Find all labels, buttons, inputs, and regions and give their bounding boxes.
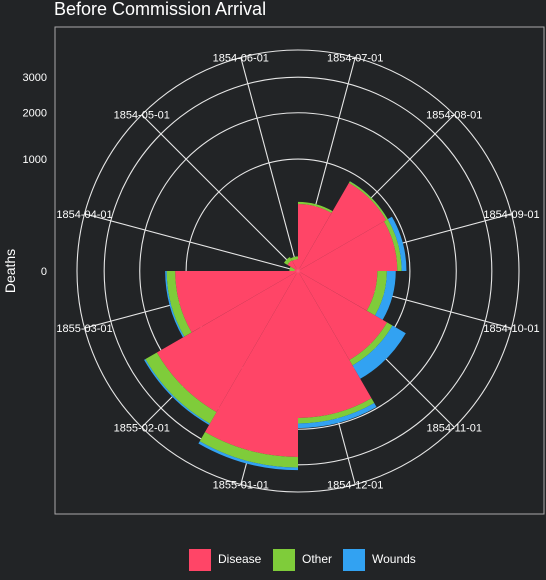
- wedge-other-1854-07-01: [298, 201, 333, 213]
- rose-chart: 1854-07-01 1854-08-01 1854-09-01 1854-10-01…: [2, 26, 545, 515]
- category-label: 1854-10-01: [483, 323, 539, 335]
- wedge-disease-1854-08-01: [298, 182, 387, 271]
- category-label: 1854-08-01: [426, 110, 482, 122]
- grid-spoke: [141, 114, 299, 272]
- wedge-other-1855-02-01: [145, 352, 217, 424]
- wedge-other-1854-06-01: [290, 256, 298, 261]
- grid-spoke: [84, 213, 299, 272]
- wedge-wounds-1854-09-01: [387, 216, 407, 271]
- wedge-disease-1855-02-01: [156, 271, 298, 413]
- category-label: 1855-02-01: [114, 422, 170, 434]
- wedge-other-1854-11-01: [349, 322, 393, 366]
- wedge-disease-1854-10-01: [298, 271, 378, 311]
- wedge-other-1855-01-01: [199, 432, 298, 468]
- legend-swatch-other: [273, 549, 295, 571]
- radial-tick-label: 3000: [23, 72, 47, 84]
- legend-label-wounds: Wounds: [372, 552, 416, 566]
- wedge-wounds-1854-12-01: [298, 403, 377, 429]
- wedge-disease-1854-11-01: [298, 271, 388, 361]
- category-label: 1854-11-01: [427, 422, 482, 434]
- wedge-other-1854-08-01: [348, 181, 388, 221]
- y-axis-title: Deaths: [2, 249, 18, 293]
- category-label: 1854-05-01: [114, 110, 170, 122]
- radial-tick-label: 1000: [23, 154, 47, 166]
- legend-swatch-disease: [189, 549, 211, 571]
- legend-swatch-wounds: [343, 549, 365, 571]
- category-label: 1854-04-01: [56, 209, 112, 221]
- wedge-wounds-1854-10-01: [374, 271, 396, 320]
- grid-spoke: [240, 57, 299, 272]
- grid-circle-outer: [76, 49, 520, 493]
- radial-tick-label: 0: [41, 266, 47, 278]
- wedge-disease-1854-06-01: [292, 259, 298, 271]
- legend-label-disease: Disease: [218, 552, 262, 566]
- wedge-other-1854-04-01: [289, 266, 295, 271]
- wedge-disease-1854-05-01: [287, 260, 298, 271]
- radial-tick-label: 2000: [23, 108, 47, 120]
- wedge-other-1854-12-01: [298, 398, 375, 424]
- wedge-disease-1854-04-01: [294, 269, 298, 271]
- category-label: 1854-06-01: [213, 53, 269, 65]
- category-label: 1855-01-01: [213, 479, 269, 491]
- wedge-disease-1855-01-01: [205, 271, 298, 457]
- wedge-other-1854-05-01: [283, 256, 292, 265]
- category-labels: 1854-07-01 1854-08-01 1854-09-01 1854-10-01…: [56, 53, 539, 492]
- legend-label-other: Other: [302, 552, 333, 566]
- category-label: 1854-12-01: [327, 479, 383, 491]
- wedge-other-1855-03-01: [166, 271, 192, 337]
- wedge-other-1854-09-01: [384, 219, 402, 271]
- chart-title: Before Commission Arrival: [54, 0, 267, 19]
- wedge-other-1854-10-01: [366, 271, 387, 316]
- category-label: 1855-03-01: [56, 323, 112, 335]
- wedge-disease-1855-03-01: [175, 271, 298, 333]
- radial-axis: 0 1000 2000 3000 Deaths: [2, 72, 47, 293]
- wedges: [144, 181, 407, 471]
- wedge-disease-1854-09-01: [298, 221, 398, 271]
- wedge-disease-1854-07-01: [298, 203, 332, 271]
- wedge-wounds-1854-11-01: [352, 325, 406, 379]
- category-label: 1854-07-01: [327, 53, 383, 65]
- category-label: 1854-09-01: [483, 209, 539, 221]
- wedge-disease-1854-12-01: [298, 271, 372, 418]
- legend: Disease Other Wounds: [0, 546, 546, 574]
